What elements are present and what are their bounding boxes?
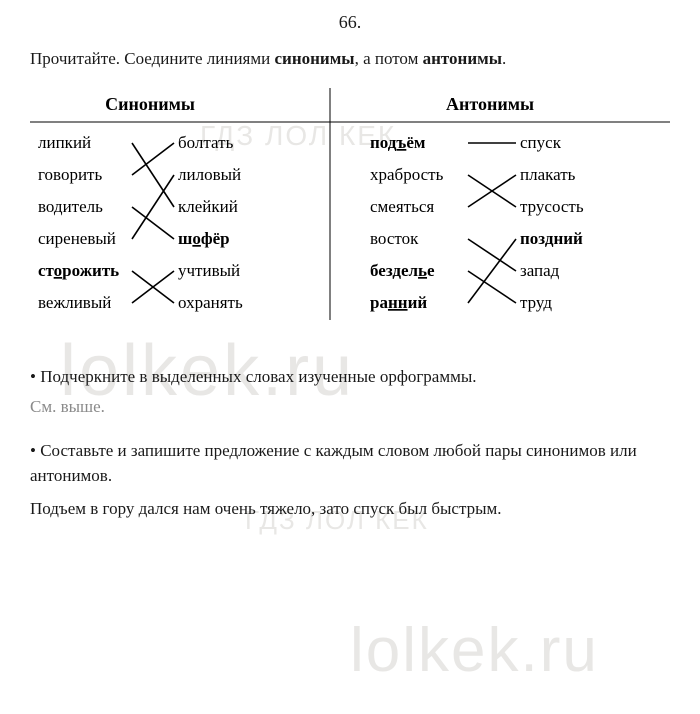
- svg-text:храбрость: храбрость: [370, 165, 444, 184]
- instruction-bold-syn: синонимы: [274, 49, 354, 68]
- task-3: • Составьте и запишите предложение с каж…: [30, 439, 670, 488]
- svg-text:восток: восток: [370, 229, 419, 248]
- task-2-answer: См. выше.: [30, 397, 670, 417]
- task-3-answer: Подъем в гору дался нам очень тяжело, за…: [30, 497, 670, 522]
- watermark-4: lolkek.ru: [350, 615, 599, 686]
- svg-text:Антонимы: Антонимы: [446, 94, 534, 114]
- instruction-text-3: .: [502, 49, 506, 68]
- task-2: • Подчеркните в выделенных словах изучен…: [30, 365, 670, 390]
- svg-text:охранять: охранять: [178, 293, 243, 312]
- svg-text:плакать: плакать: [520, 165, 576, 184]
- svg-text:труд: труд: [520, 293, 552, 312]
- svg-text:смеяться: смеяться: [370, 197, 434, 216]
- main-instruction: Прочитайте. Соедините линиями синонимы, …: [30, 47, 670, 72]
- svg-text:спуск: спуск: [520, 133, 562, 152]
- instruction-text-1: Прочитайте. Соедините линиями: [30, 49, 274, 68]
- svg-text:трусость: трусость: [520, 197, 584, 216]
- svg-text:безделье: безделье: [370, 261, 435, 280]
- exercise-number: 66.: [30, 12, 670, 33]
- svg-text:учтивый: учтивый: [178, 261, 240, 280]
- svg-text:Синонимы: Синонимы: [105, 94, 195, 114]
- svg-text:запад: запад: [520, 261, 560, 280]
- svg-text:болтать: болтать: [178, 133, 234, 152]
- svg-text:ранний: ранний: [370, 293, 427, 312]
- svg-text:вежливый: вежливый: [38, 293, 111, 312]
- svg-text:клейкий: клейкий: [178, 197, 238, 216]
- svg-text:поздний: поздний: [520, 229, 583, 248]
- svg-text:липкий: липкий: [38, 133, 91, 152]
- svg-text:шофёр: шофёр: [178, 229, 230, 248]
- svg-text:сторожить: сторожить: [38, 261, 119, 280]
- instruction-text-2: , а потом: [355, 49, 423, 68]
- svg-text:говорить: говорить: [38, 165, 102, 184]
- svg-text:водитель: водитель: [38, 197, 103, 216]
- svg-text:сиреневый: сиреневый: [38, 229, 116, 248]
- matching-diagram: Синонимы Антонимы липкий болтать говорить лил…: [30, 88, 670, 343]
- svg-text:лиловый: лиловый: [178, 165, 241, 184]
- svg-text:подъём: подъём: [370, 133, 426, 152]
- instruction-bold-ant: антонимы: [423, 49, 502, 68]
